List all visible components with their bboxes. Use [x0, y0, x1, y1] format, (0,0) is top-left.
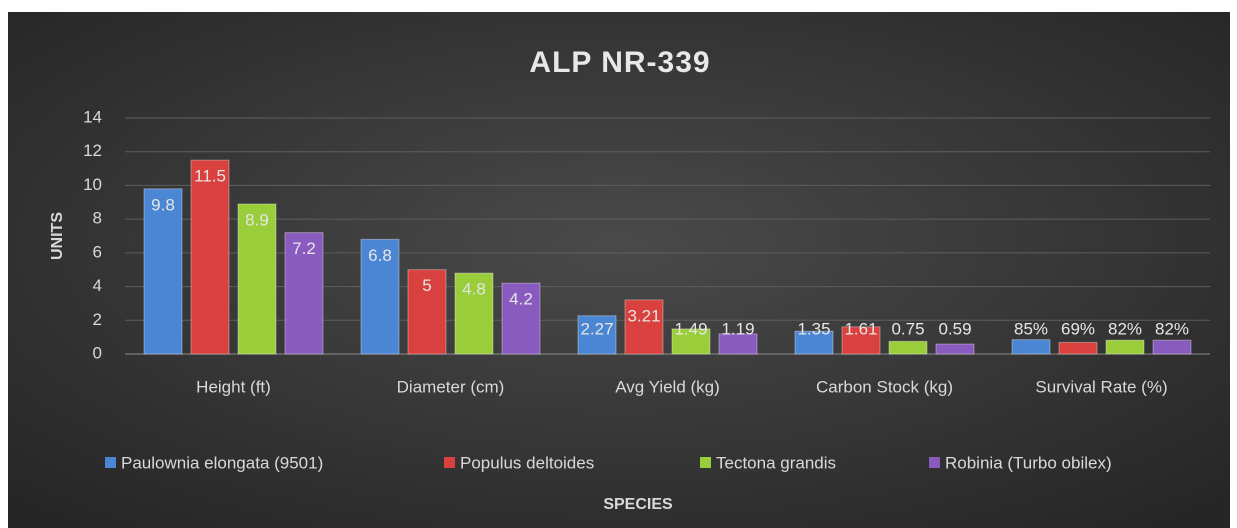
bar — [1152, 339, 1192, 355]
y-tick-label: 0 — [93, 343, 102, 362]
data-label: 8.9 — [245, 210, 269, 229]
y-tick-label: 2 — [93, 310, 102, 329]
data-label: 4.2 — [509, 290, 533, 309]
legend-label: Populus deltoides — [460, 453, 594, 472]
bar — [1058, 341, 1098, 355]
bar — [718, 333, 758, 355]
x-tick-label: Survival Rate (%) — [1035, 377, 1167, 396]
y-axis-title: UNITS — [49, 212, 66, 260]
y-tick-label: 8 — [93, 209, 102, 228]
bar — [1011, 339, 1051, 355]
data-label: 85% — [1014, 319, 1048, 338]
y-tick-label: 12 — [83, 141, 102, 160]
data-label: 5 — [422, 276, 431, 295]
data-label: 0.59 — [938, 319, 971, 338]
data-label: 82% — [1155, 319, 1189, 338]
bar — [454, 272, 494, 355]
bar — [841, 326, 881, 355]
bar — [671, 328, 711, 355]
legend-swatch — [105, 457, 116, 468]
data-label: 9.8 — [151, 195, 175, 214]
data-label: 11.5 — [194, 167, 226, 186]
bar — [501, 282, 541, 355]
data-label: 6.8 — [368, 246, 392, 265]
bar — [624, 299, 664, 355]
legend-label: Paulownia elongata (9501) — [121, 453, 323, 472]
data-label: 82% — [1108, 319, 1142, 338]
data-label: 7.2 — [292, 239, 316, 258]
data-label: 1.35 — [797, 319, 830, 338]
bar — [190, 159, 230, 355]
bar — [284, 232, 324, 355]
bar — [407, 269, 447, 355]
bar — [237, 203, 277, 355]
legend-swatch — [700, 457, 711, 468]
chart-title: ALP NR-339 — [529, 46, 710, 79]
x-tick-label: Carbon Stock (kg) — [816, 377, 953, 396]
data-label: 1.19 — [721, 319, 754, 338]
bar — [935, 343, 975, 355]
x-tick-label: Diameter (cm) — [397, 377, 505, 396]
x-axis-title: SPECIES — [603, 496, 673, 513]
legend-swatch — [444, 457, 455, 468]
x-tick-label: Avg Yield (kg) — [615, 377, 720, 396]
bar — [577, 315, 617, 355]
y-tick-label: 6 — [93, 242, 102, 261]
data-label: 2.27 — [580, 319, 613, 338]
legend-label: Tectona grandis — [716, 453, 836, 472]
bar — [143, 188, 183, 355]
bar — [888, 340, 928, 355]
legend-label: Robinia (Turbo obilex) — [945, 453, 1112, 472]
y-tick-label: 4 — [93, 276, 102, 295]
data-label: 4.8 — [462, 280, 486, 299]
y-tick-label: 14 — [83, 107, 102, 126]
x-tick-label: Height (ft) — [196, 377, 271, 396]
data-label: 69% — [1061, 319, 1095, 338]
bar — [1105, 339, 1145, 355]
legend-swatch — [929, 457, 940, 468]
data-label: 1.49 — [674, 319, 707, 338]
data-label: 3.21 — [627, 306, 660, 325]
bar — [360, 238, 400, 355]
bar — [794, 330, 834, 355]
data-label: 1.61 — [844, 319, 877, 338]
y-tick-label: 10 — [83, 175, 102, 194]
data-label: 0.75 — [891, 319, 924, 338]
